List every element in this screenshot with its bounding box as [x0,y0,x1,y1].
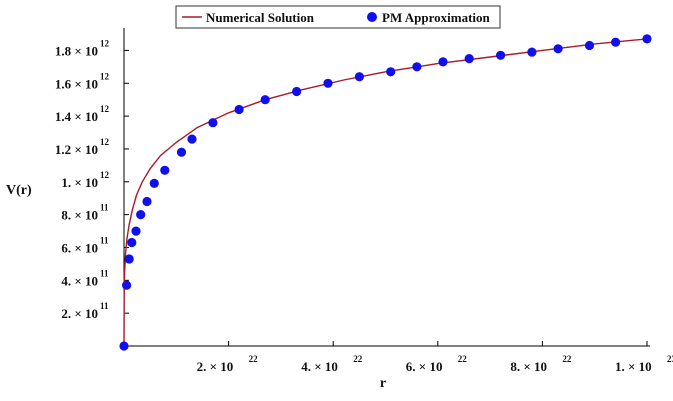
x-tick-label: 1. × 10 [615,359,652,374]
y-tick-exponent: 11 [100,203,109,213]
y-tick-label: 1.6 × 10 [55,76,98,91]
y-tick-exponent: 11 [100,268,109,278]
pm-approximation-point [142,196,152,207]
legend-label-numerical: Numerical Solution [206,10,315,25]
pm-approximation-point [127,237,137,248]
y-tick-exponent: 12 [100,71,110,81]
y-axis-title: V(r) [6,183,32,198]
pm-approximation-point [464,54,474,64]
pm-approximation-point [149,178,159,188]
x-tick-exponent: 22 [562,354,572,364]
pm-approximation-point [354,72,364,82]
pm-approximation-point [124,254,134,264]
y-tick-label: 1.2 × 10 [55,142,98,157]
pm-approximation-point [136,210,146,220]
x-tick-exponent: 22 [458,354,468,364]
x-tick-label: 2. × 10 [197,359,234,374]
y-tick-exponent: 12 [100,170,110,180]
pm-approximation-point [323,78,333,88]
x-tick-label: 6. × 10 [406,359,443,374]
pm-approximation-point [527,47,537,57]
x-tick-label: 8. × 10 [510,359,547,374]
legend-box [175,5,501,29]
y-tick-label: 1.4 × 10 [55,109,98,124]
pm-approximation-point [122,280,132,290]
pm-approximation-point [412,62,422,72]
pm-approximation-point [553,44,563,54]
series-points-group [119,34,652,351]
legend: Numerical Solution PM Approximation [175,5,501,29]
x-tick-exponent: 22 [249,354,259,364]
y-tick-label: 4. × 10 [61,273,98,288]
pm-approximation-point [611,37,621,47]
pm-approximation-point [160,165,170,175]
pm-approximation-point [260,95,270,105]
y-tick-label: 8. × 10 [61,208,98,223]
series-line-group [123,38,648,345]
y-tick-label: 1. × 10 [61,175,98,190]
y-tick-label: 1.8 × 10 [55,43,98,58]
pm-approximation-point [292,86,302,97]
pm-approximation-point [208,118,218,128]
y-tick-exponent: 12 [100,38,110,48]
legend-dot-swatch [367,12,377,22]
ticks: 2. × 10 22 4. × 10 22 6. × 10 22 8. × 10 22 1. ×… [55,38,673,374]
y-tick-exponent: 11 [100,301,109,311]
x-tick-label: 4. × 10 [301,359,338,374]
pm-approximation-point [176,147,187,157]
pm-approximation-point [119,341,129,351]
y-tick-label: 2. × 10 [61,306,98,321]
pm-approximation-point [131,226,141,236]
pm-approximation-point [187,134,197,144]
y-tick-exponent: 12 [100,104,110,114]
pm-approximation-point [584,40,595,51]
pm-approximation-point [234,104,244,115]
pm-approximation-point [496,50,506,60]
y-tick-label: 6. × 10 [61,240,98,255]
y-tick-exponent: 11 [100,235,109,245]
x-tick-exponent: 23 [667,354,673,364]
x-axis-title: r [380,376,386,391]
pm-approximation-point [438,57,448,67]
legend-label-pm: PM Approximation [382,10,491,25]
numerical-solution-line [123,38,648,345]
x-tick-exponent: 22 [353,354,363,364]
pm-approximation-point [642,34,652,44]
pm-approximation-point [386,67,396,77]
y-tick-exponent: 12 [100,137,110,147]
